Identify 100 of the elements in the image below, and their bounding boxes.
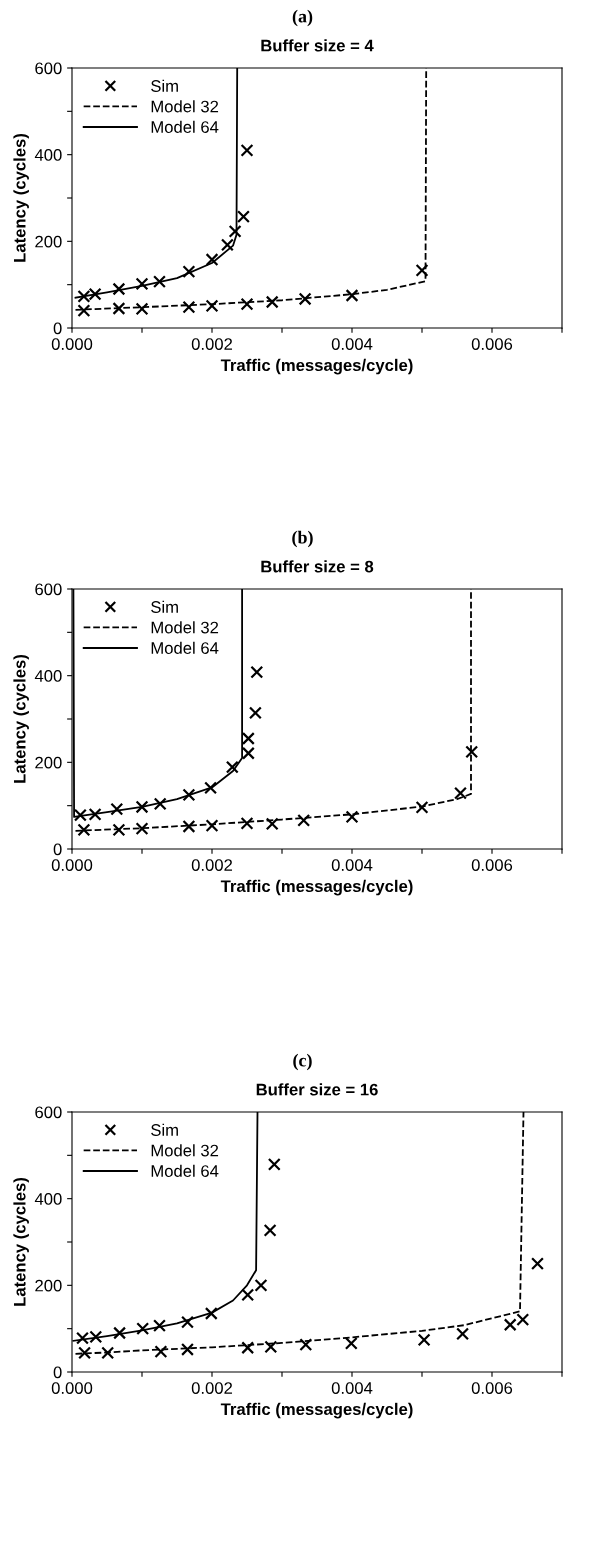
point — [254, 1278, 268, 1292]
point — [417, 1333, 431, 1347]
y-tick-label: 200 — [35, 235, 62, 248]
y-tick-label: 400 — [34, 1193, 62, 1205]
point — [240, 143, 254, 157]
point — [204, 781, 218, 795]
point — [113, 1326, 127, 1340]
y-tick-label: 600 — [35, 62, 62, 75]
point — [250, 665, 264, 679]
x-tick-label: 0.002 — [191, 859, 233, 871]
point — [241, 1288, 255, 1302]
point — [181, 1315, 194, 1329]
point — [135, 800, 149, 814]
point — [456, 1327, 470, 1341]
legend-label: Sim — [151, 600, 178, 613]
legend-label: Sim — [151, 1123, 178, 1136]
x-tick-label: 0.000 — [51, 859, 93, 871]
point — [298, 292, 312, 306]
y-axis-title: Latency (cycles) — [13, 1177, 29, 1306]
y-tick-label: 200 — [35, 756, 62, 769]
point — [248, 706, 262, 720]
point — [181, 1342, 194, 1356]
point — [112, 823, 126, 837]
point — [205, 819, 219, 833]
y-tick-label: 600 — [35, 583, 62, 596]
x-tick-label: 0.006 — [471, 1382, 513, 1394]
point — [135, 277, 149, 291]
point — [465, 745, 479, 759]
point — [240, 297, 254, 311]
y-tick-label: 400 — [34, 149, 62, 161]
x-axis-title: Traffic (messages/cycle) — [220, 358, 413, 375]
point — [264, 1340, 278, 1354]
y-tick-label: 400 — [34, 670, 62, 682]
point — [182, 819, 196, 833]
point — [454, 786, 467, 800]
y-tick-label: 0 — [53, 1366, 62, 1379]
x-tick-label: 0.006 — [471, 338, 513, 350]
x-axis-title: Traffic (messages/cycle) — [220, 879, 413, 896]
point — [225, 760, 239, 774]
x-tick-label: 0.004 — [331, 859, 373, 871]
point — [297, 813, 311, 827]
point — [241, 1341, 255, 1355]
y-tick-label: 200 — [35, 1279, 62, 1292]
y-axis-title: Latency (cycles) — [13, 133, 29, 262]
point — [153, 797, 167, 811]
point — [345, 810, 359, 824]
x-tick-label: 0.002 — [191, 338, 233, 350]
point — [265, 817, 279, 831]
point — [182, 265, 196, 279]
point — [240, 816, 254, 830]
point — [265, 295, 279, 309]
y-tick-label: 0 — [53, 322, 62, 335]
point — [241, 746, 255, 760]
x-tick-label: 0.004 — [331, 1382, 373, 1394]
point — [503, 1318, 517, 1332]
point — [228, 224, 242, 238]
point — [344, 1336, 358, 1350]
x-tick-label: 0.006 — [471, 859, 513, 871]
chart-title: Buffer size = 8 — [261, 560, 374, 573]
point — [182, 300, 196, 314]
point — [154, 1345, 168, 1359]
point — [112, 282, 126, 296]
point — [241, 732, 255, 745]
chart-title: Buffer size = 16 — [256, 1083, 378, 1096]
legend-label: Model 32 — [151, 100, 219, 113]
chart-subtitle: (b) — [292, 530, 313, 548]
point — [205, 253, 219, 267]
y-tick-label: 600 — [35, 1106, 62, 1119]
chart-title: Buffer size = 4 — [261, 39, 374, 52]
x-tick-label: 0.000 — [51, 338, 93, 350]
point — [78, 1346, 92, 1360]
point — [267, 1157, 281, 1171]
point — [77, 304, 91, 318]
point — [136, 1322, 150, 1336]
point — [237, 210, 250, 224]
chart-subtitle: (a) — [292, 9, 313, 27]
point — [299, 1338, 313, 1352]
y-tick-label: 0 — [53, 843, 62, 856]
x-tick-label: 0.004 — [331, 338, 373, 350]
legend-label: Model 64 — [151, 641, 219, 654]
point — [153, 275, 166, 289]
point — [220, 238, 234, 252]
x-axis-title: Traffic (messages/cycle) — [220, 1402, 413, 1419]
point — [112, 302, 126, 315]
point — [516, 1313, 530, 1327]
y-axis-title: Latency (cycles) — [13, 654, 29, 783]
point — [110, 802, 124, 816]
chart-subtitle: (c) — [293, 1053, 312, 1071]
point — [204, 1307, 218, 1320]
legend-label: Sim — [151, 79, 178, 92]
point — [101, 1346, 115, 1360]
point — [415, 800, 429, 814]
point — [345, 289, 359, 302]
x-tick-label: 0.000 — [51, 1382, 93, 1394]
legend-label: Model 64 — [151, 120, 219, 133]
point — [135, 302, 149, 316]
point — [531, 1257, 544, 1271]
legend-label: Model 64 — [151, 1164, 219, 1177]
point — [77, 823, 91, 837]
point — [415, 263, 429, 277]
